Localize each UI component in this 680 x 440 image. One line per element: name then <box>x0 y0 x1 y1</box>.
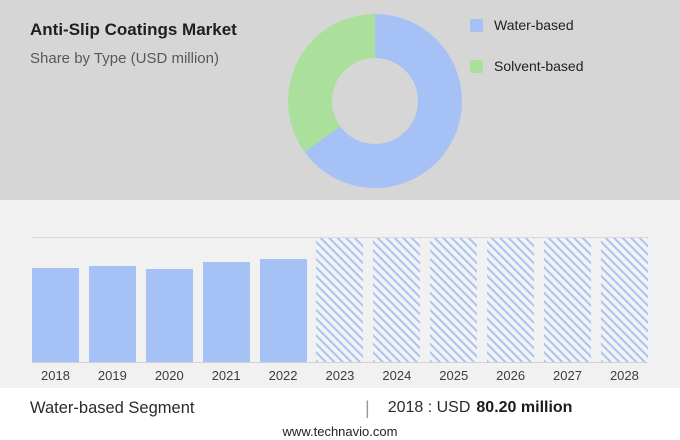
bar <box>544 238 592 362</box>
bar-column <box>88 238 136 362</box>
bar-column <box>430 238 478 362</box>
segment-label: Water-based Segment <box>30 398 195 417</box>
x-axis-tick-label: 2023 <box>325 368 355 383</box>
bar-column <box>600 238 648 362</box>
bar-column <box>373 238 421 362</box>
bar <box>430 238 478 362</box>
footer: Water-based Segment | 2018 : USD 80.20 m… <box>0 388 680 440</box>
bar-chart <box>32 237 648 363</box>
stat-group: | 2018 : USD 80.20 million <box>365 398 650 419</box>
bar <box>202 262 250 362</box>
legend-label: Solvent-based <box>494 58 584 74</box>
x-axis-tick-label: 2024 <box>382 368 412 383</box>
page-title: Anti-Slip Coatings Market <box>30 20 237 39</box>
x-axis-tick-label: 2025 <box>439 368 469 383</box>
x-axis-tick-label: 2020 <box>154 368 184 383</box>
bar <box>487 238 535 362</box>
separator: | <box>365 397 370 418</box>
legend-label: Water-based <box>494 17 574 33</box>
bar-column <box>316 238 364 362</box>
stat-value: 80.20 million <box>476 399 573 416</box>
x-axis-tick-label: 2027 <box>553 368 582 383</box>
bar-column <box>544 238 592 362</box>
x-axis-labels: 2018 2019 2020 2021 2022 2023 2024 2025 … <box>32 368 648 383</box>
bar <box>373 238 421 362</box>
legend: Water-based Solvent-based <box>470 18 584 100</box>
page-subtitle: Share by Type (USD million) <box>30 50 219 67</box>
legend-swatch-icon <box>470 19 483 32</box>
legend-item: Solvent-based <box>470 59 584 74</box>
header: Anti-Slip Coatings Market Share by Type … <box>30 20 237 67</box>
bar <box>316 238 364 362</box>
bar <box>88 266 136 362</box>
bars <box>32 238 648 362</box>
x-axis-tick-label: 2028 <box>609 368 639 383</box>
x-axis-tick-label: 2021 <box>211 368 241 383</box>
legend-swatch-icon <box>470 60 483 73</box>
x-axis-tick-label: 2026 <box>496 368 526 383</box>
bar-column <box>487 238 535 362</box>
bar <box>600 238 648 362</box>
bar-column <box>145 238 193 362</box>
footer-row: Water-based Segment | 2018 : USD 80.20 m… <box>30 394 650 422</box>
x-axis-tick-label: 2022 <box>268 368 298 383</box>
bar <box>32 268 79 362</box>
x-axis-tick-label: 2019 <box>97 368 127 383</box>
bar-chart-section: 2018 2019 2020 2021 2022 2023 2024 2025 … <box>0 200 680 388</box>
x-axis-tick-label: 2018 <box>41 368 70 383</box>
top-section: Anti-Slip Coatings Market Share by Type … <box>0 0 680 200</box>
bar-column <box>202 238 250 362</box>
bar <box>259 259 307 362</box>
stat-prefix: 2018 : USD <box>387 399 471 416</box>
website-url: www.technavio.com <box>282 424 398 439</box>
donut-hole <box>332 58 418 144</box>
bar-column <box>259 238 307 362</box>
bar-column <box>32 238 79 362</box>
legend-item: Water-based <box>470 18 584 33</box>
donut-chart <box>288 14 462 188</box>
bar <box>145 269 193 362</box>
